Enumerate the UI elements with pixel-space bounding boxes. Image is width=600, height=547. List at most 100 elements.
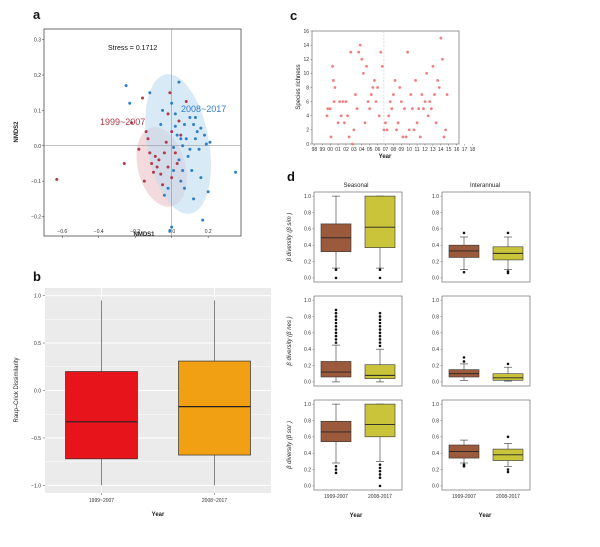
richness-point <box>392 93 395 96</box>
y-tick-label: 0.6 <box>432 435 439 441</box>
x-tick-label: 15 <box>446 147 452 153</box>
point-series-1 <box>172 146 176 150</box>
richness-point <box>412 128 416 132</box>
y-tick-label: 0.0 <box>34 144 41 150</box>
richness-point <box>444 128 447 132</box>
point-series-1 <box>159 123 163 127</box>
y-tick-label: 0.4 <box>432 451 439 457</box>
x-tick-label: 18 <box>470 147 476 153</box>
x-tick-label: 07 <box>383 147 389 153</box>
richness-point <box>339 114 343 118</box>
point-series-1 <box>177 80 181 84</box>
x-tick-label: 08 <box>391 147 397 153</box>
species-richness-xlabel: Year <box>379 154 392 160</box>
richness-point <box>346 114 349 118</box>
richness-point <box>366 100 370 104</box>
outlier-point <box>334 331 338 335</box>
richness-point <box>377 114 381 118</box>
point-series-1 <box>199 176 203 180</box>
richness-point <box>369 93 373 96</box>
y-tick-label: 0.6 <box>432 331 439 337</box>
y-tick-label: 0.8 <box>432 210 439 216</box>
point-series-1 <box>201 218 205 222</box>
richness-point <box>360 57 364 61</box>
y-tick-label: 0.2 <box>34 73 41 79</box>
box-1 <box>364 403 396 438</box>
point-series-1 <box>181 169 185 173</box>
point-series-1 <box>190 169 194 173</box>
point-series-1 <box>179 179 183 183</box>
x-tick-label: 1999-2007 <box>452 494 476 500</box>
outlier-point <box>334 276 338 280</box>
y-tick-label: 0.8 <box>432 418 439 424</box>
species-richness-ylabel: Species richness <box>296 64 302 109</box>
x-tick-label: 1999~2007 <box>89 498 114 504</box>
richness-point <box>332 100 336 104</box>
point-series-1 <box>182 123 186 127</box>
y-tick-label: 0.2 <box>432 363 439 369</box>
x-tick-label: 0.2 <box>205 229 212 235</box>
y-tick-label: 0.4 <box>304 451 311 457</box>
y-tick-label: 0.4 <box>432 243 439 249</box>
y-tick-label: 0 <box>306 142 309 148</box>
outlier-point <box>462 356 466 359</box>
beta-cell-sor-seasonal: 0.0 0.2 0.4 0.6 0.8 1.0 1999-2007 2008-2017 <box>304 399 403 500</box>
beta-xlabel-seasonal: Year <box>350 513 363 519</box>
y-tick-label: 0.5 <box>34 341 41 347</box>
y-tick-label: 0.0 <box>304 380 311 386</box>
y-tick-label: 0.1 <box>34 108 41 114</box>
richness-point <box>409 93 413 96</box>
point-series-1 <box>195 130 199 134</box>
panel-label-a: a <box>33 7 41 22</box>
richness-point <box>420 93 424 96</box>
y-tick-label: 0.0 <box>432 380 439 386</box>
x-tick-label: 01 <box>335 147 341 153</box>
richness-point <box>333 86 337 89</box>
richness-point <box>423 100 427 104</box>
panel-label-b: b <box>33 269 41 284</box>
outlier-point <box>378 276 382 280</box>
outlier-point <box>334 321 338 325</box>
richness-point <box>373 79 376 82</box>
y-tick-label: 0.0 <box>432 484 439 490</box>
x-tick-label: 2008-2017 <box>368 494 392 500</box>
point-series-0 <box>184 100 188 104</box>
point-series-1 <box>182 186 186 190</box>
outlier-point <box>334 328 338 331</box>
outlier-point <box>378 331 382 335</box>
outlier-point <box>378 324 382 328</box>
point-series-1 <box>161 108 165 112</box>
y-tick-label: 0.8 <box>304 210 311 216</box>
outlier-point <box>506 270 510 273</box>
point-series-0 <box>159 172 163 176</box>
richness-point <box>343 121 346 125</box>
x-tick-label: 13 <box>430 147 436 153</box>
x-tick-label: 17 <box>462 147 468 153</box>
outlier-point <box>378 318 382 322</box>
raup-crick-xlabel: Year <box>152 512 165 518</box>
point-series-0 <box>170 176 174 180</box>
richness-point <box>382 128 386 132</box>
outlier-point <box>378 268 382 272</box>
richness-point <box>410 107 414 111</box>
beta-diversity-grid: Seasonal Interannual β diversity (β sim … <box>287 183 531 519</box>
outlier-point <box>506 468 510 471</box>
point-series-1 <box>170 101 174 105</box>
richness-point <box>434 121 438 125</box>
richness-point <box>404 135 408 139</box>
x-tick-label: 09 <box>399 147 405 153</box>
y-tick-label: 0.6 <box>432 227 439 233</box>
beta-xlabel-interannual: Year <box>479 513 492 519</box>
richness-point <box>365 64 368 68</box>
point-series-0 <box>137 147 141 151</box>
richness-point <box>361 71 365 75</box>
richness-point <box>374 100 378 104</box>
richness-point <box>331 79 335 82</box>
outlier-point <box>378 315 382 318</box>
raup-crick-boxes <box>65 300 251 486</box>
y-tick-label: 0.4 <box>432 347 439 353</box>
point-series-0 <box>141 96 144 100</box>
outlier-point <box>334 341 338 344</box>
raup-crick-axes: −1.0 −0.5 0.0 0.5 1.0 1999~2007 2008~2017 <box>31 294 227 504</box>
outlier-point <box>378 484 382 488</box>
